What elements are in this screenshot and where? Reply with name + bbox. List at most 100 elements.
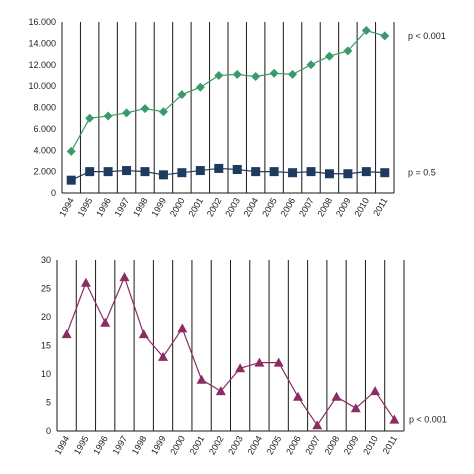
x-tick-label: 2000 (168, 196, 187, 218)
data-point (177, 323, 188, 333)
y-tick-label: 0 (46, 426, 51, 436)
x-tick-label: 1999 (149, 434, 168, 456)
x-tick-label: 2004 (242, 196, 261, 218)
data-point (140, 104, 150, 114)
data-point (196, 374, 207, 384)
x-tick-label: 2011 (381, 434, 399, 456)
y-tick-label: 10 (41, 369, 51, 379)
x-tick-label: 2009 (342, 434, 361, 456)
x-tick-label: 1999 (150, 196, 169, 218)
x-tick-label: 2011 (371, 196, 389, 218)
x-tick-label: 2007 (297, 196, 316, 218)
x-tick-label: 2006 (279, 196, 298, 218)
data-point (292, 391, 303, 401)
data-point (66, 175, 76, 185)
data-point (80, 277, 91, 287)
data-point (343, 46, 353, 56)
data-point (232, 69, 242, 79)
data-point (288, 168, 298, 178)
x-tick-label: 1997 (113, 196, 132, 218)
x-tick-label: 1995 (76, 196, 95, 218)
x-tick-label: 2007 (303, 434, 322, 456)
data-point (324, 169, 334, 179)
x-tick-label: 2003 (226, 434, 245, 456)
data-point (251, 167, 261, 177)
x-tick-label: 2005 (265, 434, 284, 456)
data-point (66, 146, 76, 156)
data-point (177, 168, 187, 178)
x-tick-label: 2000 (168, 434, 187, 456)
x-tick-label: 2001 (188, 434, 207, 456)
significance-label: p < 0.001 (409, 415, 447, 425)
data-point (61, 329, 72, 339)
y-tick-label: 0 (51, 188, 56, 198)
x-tick-label: 2003 (223, 196, 242, 218)
significance-label: p < 0.001 (408, 31, 446, 41)
y-tick-label: 5 (46, 398, 51, 408)
x-tick-label: 1996 (91, 434, 110, 456)
x-tick-label: 1994 (57, 196, 76, 218)
y-tick-label: 16.000 (28, 17, 56, 27)
data-point (269, 167, 279, 177)
data-point (103, 111, 113, 121)
x-tick-label: 2002 (207, 434, 226, 456)
y-tick-label: 25 (41, 284, 51, 294)
data-point (254, 357, 265, 367)
data-point (350, 403, 361, 413)
x-tick-label: 2010 (352, 196, 371, 218)
x-tick-label: 1997 (111, 434, 130, 456)
x-tick-label: 2006 (284, 434, 303, 456)
x-tick-label: 1998 (130, 434, 149, 456)
data-point (100, 317, 111, 327)
x-tick-label: 2009 (334, 196, 353, 218)
data-point (195, 82, 205, 92)
data-point (122, 108, 132, 118)
data-point (85, 113, 95, 123)
chart-1: 0 2.000 4.000 6.000 8.000 10.000 12.000 14.000 1… (28, 17, 445, 218)
y-tick-label: 15 (41, 341, 51, 351)
y-tick-label: 10.000 (28, 81, 56, 91)
data-point (331, 391, 342, 401)
data-point (140, 167, 150, 177)
data-point (361, 167, 371, 177)
data-point (361, 26, 371, 36)
x-tick-label: 2004 (245, 434, 264, 456)
significance-label: p = 0.5 (408, 168, 436, 178)
x-tick-label: 2002 (205, 196, 224, 218)
data-point (370, 386, 381, 396)
chart-2: 0 5 10 15 20 25 30 1994 1995 1996 1997 1998 1999 2000… (41, 255, 447, 456)
data-point (273, 357, 284, 367)
y-tick-label: 4.000 (33, 145, 56, 155)
y-tick-label: 30 (41, 255, 51, 265)
x-tick-label: 1998 (131, 196, 150, 218)
data-point (269, 68, 279, 78)
y-tick-label: 6.000 (33, 124, 56, 134)
data-point (214, 70, 224, 80)
y-tick-label: 2.000 (33, 167, 56, 177)
y-tick-label: 12.000 (28, 60, 56, 70)
data-point (324, 51, 334, 61)
data-point (380, 168, 390, 178)
data-point (232, 164, 242, 174)
data-point (288, 69, 298, 79)
data-point (214, 163, 224, 173)
data-point (380, 31, 390, 41)
x-tick-label: 1996 (94, 196, 113, 218)
data-point (158, 351, 169, 361)
data-point (389, 414, 400, 424)
y-tick-label: 20 (41, 312, 51, 322)
x-tick-label: 1994 (53, 434, 72, 456)
data-point (251, 72, 261, 82)
x-tick-label: 2005 (260, 196, 279, 218)
data-point (85, 167, 95, 177)
data-point (103, 167, 113, 177)
data-point (158, 107, 168, 117)
data-point (312, 420, 323, 430)
data-point (195, 166, 205, 176)
x-tick-label: 1995 (72, 434, 91, 456)
x-tick-label: 2010 (361, 434, 380, 456)
data-point (215, 386, 226, 396)
x-tick-label: 2001 (186, 196, 205, 218)
data-point (306, 60, 316, 70)
